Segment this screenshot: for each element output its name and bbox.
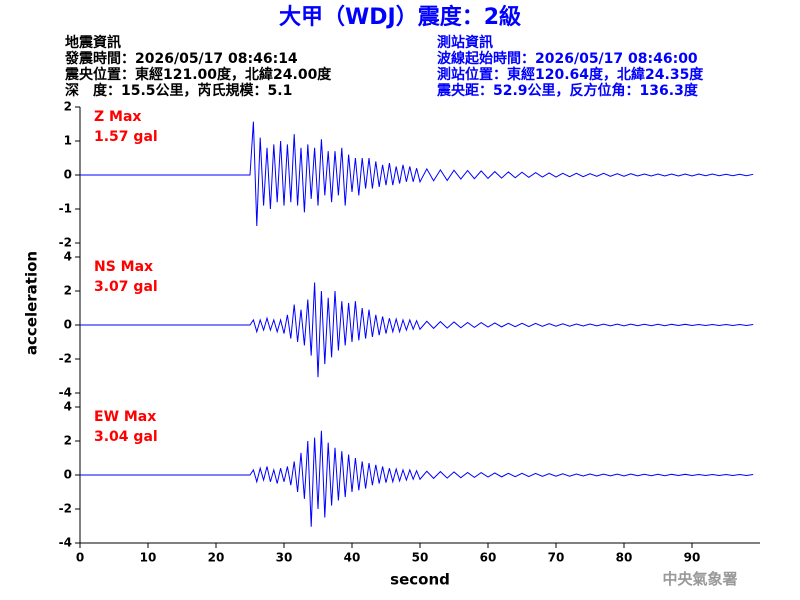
info-line: 深 度：15.5公里，芮氏規模：5.1 [65, 82, 292, 99]
max-value: 3.04 gal [94, 429, 158, 445]
max-label: Z Max [94, 109, 141, 125]
y-tick-label: 0 [64, 168, 72, 182]
y-axis-label: acceleration [23, 251, 41, 355]
waveform [80, 282, 754, 378]
y-tick-label: -2 [59, 352, 72, 366]
x-tick-label: 70 [548, 551, 565, 565]
y-tick-label: 4 [64, 250, 72, 264]
info-line: 震央距：52.9公里，反方位角：136.3度 [436, 82, 699, 99]
y-tick-label: 2 [64, 284, 72, 298]
x-tick-label: 40 [344, 551, 361, 565]
y-tick-label: -2 [59, 236, 72, 250]
x-tick-label: 80 [616, 551, 633, 565]
y-tick-label: 1 [64, 134, 72, 148]
y-tick-label: -1 [59, 202, 72, 216]
y-tick-label: -4 [59, 386, 72, 400]
x-axis-label: second [390, 571, 450, 589]
chart-title: 大甲（WDJ）震度：2級 [279, 4, 521, 30]
max-label: NS Max [94, 259, 153, 275]
info-line: 測站位置：東經120.64度，北緯24.35度 [437, 66, 704, 83]
max-label: EW Max [94, 409, 156, 425]
y-tick-label: 0 [64, 468, 72, 482]
x-tick-label: 20 [208, 551, 225, 565]
max-value: 1.57 gal [94, 129, 158, 145]
max-value: 3.07 gal [94, 279, 158, 295]
y-tick-label: 2 [64, 100, 72, 114]
x-tick-label: 50 [412, 551, 429, 565]
y-tick-label: 0 [64, 318, 72, 332]
x-tick-label: 30 [276, 551, 293, 565]
y-tick-label: 2 [64, 434, 72, 448]
x-tick-label: 60 [480, 551, 497, 565]
x-tick-label: 90 [684, 551, 701, 565]
footer: 中央氣象署 [662, 570, 737, 588]
x-tick-label: 10 [140, 551, 157, 565]
info-line: 地震資訊 [65, 34, 121, 51]
y-tick-label: -2 [59, 502, 72, 516]
info-line: 波線起始時間：2026/05/17 08:46:00 [437, 50, 698, 67]
waveform [80, 430, 754, 527]
y-tick-label: -4 [59, 536, 72, 550]
x-tick-label: 0 [76, 551, 84, 565]
info-line: 發震時間：2026/05/17 08:46:14 [64, 50, 298, 67]
info-line: 震央位置：東經121.00度，北緯24.00度 [64, 66, 332, 83]
y-tick-label: 4 [64, 400, 72, 414]
info-line: 測站資訊 [437, 34, 493, 51]
waveform [80, 121, 754, 227]
